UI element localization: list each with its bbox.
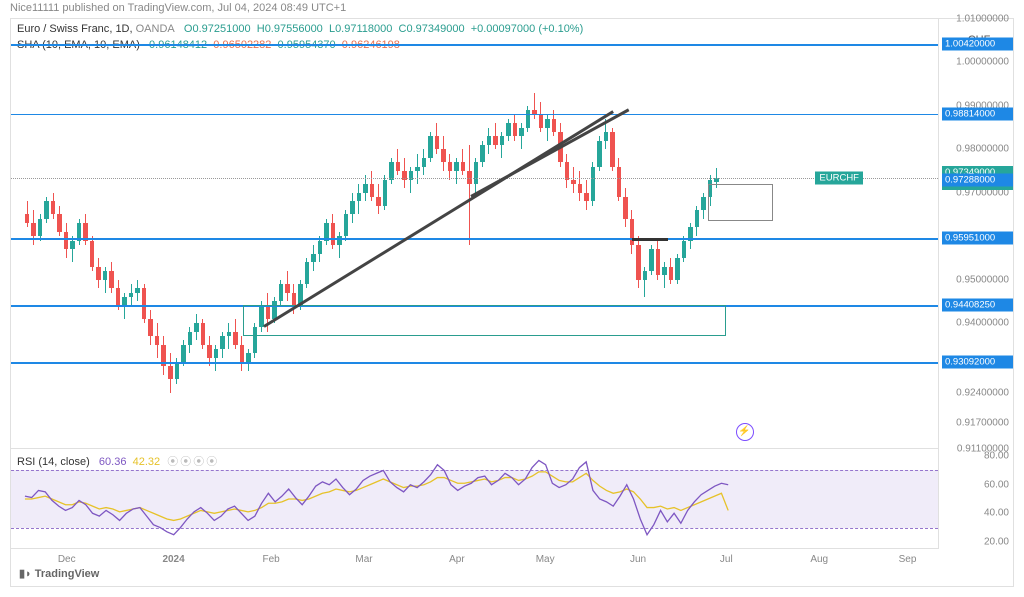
overlay-layer: EURCHF ⚡ (11, 19, 938, 448)
horizontal-line[interactable] (11, 114, 938, 116)
rectangle-drawing[interactable] (708, 184, 773, 221)
logo-icon: ▮◗ (19, 568, 35, 580)
rectangle-drawing[interactable] (243, 305, 726, 336)
time-tick: May (536, 554, 555, 565)
symbol-badge: EURCHF (815, 171, 863, 184)
alert-icon[interactable]: ⚡ (736, 423, 754, 441)
time-tick: Aug (810, 554, 828, 565)
main-chart[interactable]: Euro / Swiss Franc, 1D, OANDA O0.9725100… (11, 19, 938, 449)
rsi-layer (11, 449, 938, 548)
horizontal-line[interactable] (11, 44, 938, 46)
price-line-label: 0.94408250 (942, 299, 1013, 312)
time-tick: Feb (262, 554, 279, 565)
price-tick: 1.01000000 (956, 14, 1009, 25)
time-tick: Sep (899, 554, 917, 565)
time-tick: Mar (355, 554, 372, 565)
chart-container: Euro / Swiss Franc, 1D, OANDA O0.9725100… (10, 18, 1014, 587)
price-tick: 1.00000000 (956, 57, 1009, 68)
price-tick: 0.92400000 (956, 387, 1009, 398)
trendline[interactable] (470, 108, 629, 197)
horizontal-line[interactable] (11, 238, 938, 240)
publish-header: Nice11111 published on TradingView.com, … (10, 2, 346, 14)
trendline[interactable] (263, 110, 614, 328)
price-line-label: 0.95951000 (942, 232, 1013, 245)
mark-line[interactable] (632, 238, 668, 241)
rsi-tick: 60.00 (984, 479, 1009, 490)
rsi-panel[interactable]: RSI (14, close) 60.36 42.32 ⦿⦿⦿⦿ (11, 449, 938, 549)
price-line-label: 0.98814000 (942, 107, 1013, 120)
time-tick: Jul (720, 554, 733, 565)
tradingview-logo: ▮◗ TradingView (19, 567, 99, 580)
price-tick: 0.91700000 (956, 417, 1009, 428)
horizontal-line[interactable] (11, 362, 938, 364)
price-tick: 0.98000000 (956, 144, 1009, 155)
rsi-axis[interactable]: 80.00 60.00 40.00 20.00 (938, 449, 1013, 549)
rsi-tick: 20.00 (984, 536, 1009, 547)
price-tick: 0.95000000 (956, 274, 1009, 285)
price-badge: 0.97288000 (942, 174, 1013, 187)
time-tick: Jun (630, 554, 646, 565)
rsi-tick: 80.00 (984, 451, 1009, 462)
time-tick: Apr (449, 554, 465, 565)
price-axis[interactable]: CHF 1.010000001.000000000.990000000.9800… (938, 19, 1013, 449)
price-line-label: 0.93092000 (942, 356, 1013, 369)
time-tick: Dec (58, 554, 76, 565)
price-tick: 0.94000000 (956, 318, 1009, 329)
time-tick: 2024 (162, 554, 184, 565)
price-line-label: 1.00420000 (942, 38, 1013, 51)
last-price-line (11, 178, 938, 179)
rsi-tick: 40.00 (984, 508, 1009, 519)
time-axis[interactable]: Dec 2024 Feb Mar Apr May Jun Jul Aug Sep (11, 550, 938, 586)
